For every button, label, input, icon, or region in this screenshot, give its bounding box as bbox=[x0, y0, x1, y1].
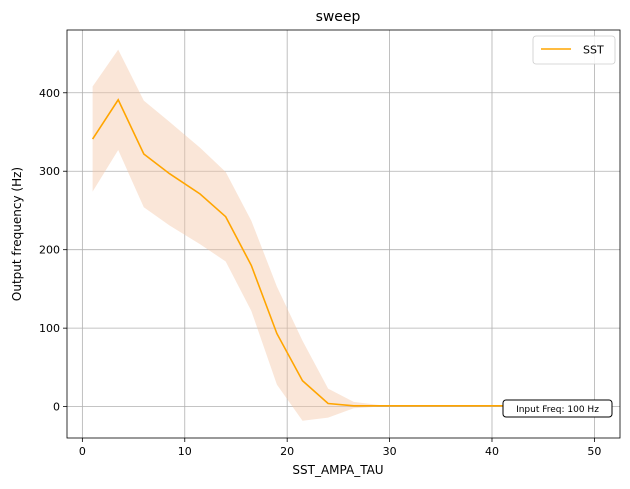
legend: SST bbox=[532, 35, 616, 65]
y-tick-label: 0 bbox=[53, 401, 60, 414]
y-tick-label: 400 bbox=[39, 87, 60, 100]
x-tick-label: 10 bbox=[178, 445, 192, 458]
x-tick-label: 30 bbox=[383, 445, 397, 458]
x-tick-label: 0 bbox=[79, 445, 86, 458]
annotation-box: Input Freq: 100 Hz bbox=[502, 399, 613, 418]
y-tick-label: 200 bbox=[39, 244, 60, 257]
x-axis-label: SST_AMPA_TAU bbox=[292, 463, 383, 477]
sst-confidence-band bbox=[92, 49, 585, 421]
x-tick-label: 40 bbox=[485, 445, 499, 458]
axes-frame bbox=[66, 29, 621, 439]
grid-lines bbox=[67, 30, 620, 438]
x-axis-ticks: 0 10 20 30 40 50 bbox=[79, 438, 601, 458]
y-tick-label: 100 bbox=[39, 322, 60, 335]
annotation-frame bbox=[502, 399, 613, 418]
legend-label-sst: SST bbox=[583, 44, 604, 57]
legend-frame bbox=[532, 35, 616, 65]
x-tick-label: 20 bbox=[280, 445, 294, 458]
y-tick-label: 300 bbox=[39, 165, 60, 178]
y-axis-label: Output frequency (Hz) bbox=[10, 167, 24, 301]
y-axis-ticks: 0 100 200 300 400 bbox=[39, 87, 67, 414]
x-tick-label: 50 bbox=[587, 445, 601, 458]
chart-title: sweep bbox=[316, 9, 361, 25]
annotation-text: Input Freq: 100 Hz bbox=[516, 405, 599, 415]
